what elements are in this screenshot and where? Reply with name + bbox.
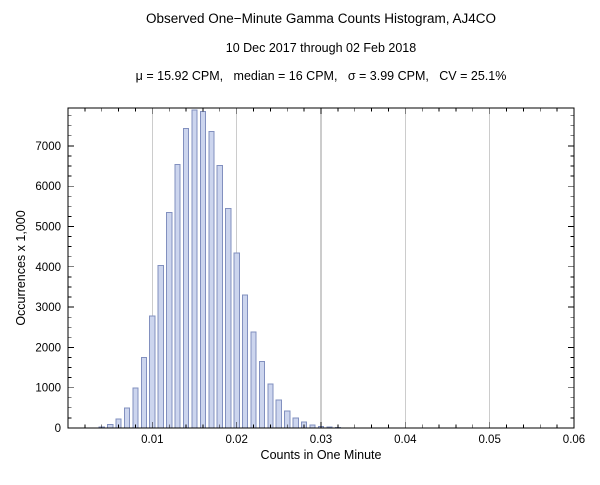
histogram-bar <box>250 331 257 429</box>
histogram-bar <box>208 130 215 429</box>
histogram-bar <box>258 361 266 429</box>
x-tick-label: 0.03 <box>310 434 332 446</box>
y-tick-label: 1000 <box>35 383 61 395</box>
y-axis-label: Occurrences x 1,000 <box>14 210 28 325</box>
chart-stats: μ = 15.92 CPM, median = 16 CPM, σ = 3.99… <box>135 69 507 83</box>
histogram-bar <box>149 315 156 429</box>
y-tick-label: 5000 <box>35 221 61 233</box>
histogram-bar <box>166 212 173 429</box>
histogram-bar <box>233 252 240 429</box>
histogram-bar <box>191 109 198 429</box>
histogram-bar <box>182 127 190 429</box>
histogram-bar <box>216 165 223 429</box>
histogram-bar <box>157 265 164 429</box>
histogram-bar <box>292 417 299 429</box>
x-tick-label: 0.06 <box>563 434 585 446</box>
histogram-bar <box>123 407 131 429</box>
y-tick-label: 0 <box>55 423 61 435</box>
histogram-bar <box>275 399 282 429</box>
histogram-bar <box>140 357 148 429</box>
histogram-bar <box>132 387 139 429</box>
histogram-bar <box>267 383 274 429</box>
y-tick-label: 7000 <box>35 141 61 153</box>
y-tick-label: 6000 <box>35 181 61 193</box>
y-tick-label: 2000 <box>35 342 61 354</box>
histogram-bar <box>241 294 249 429</box>
y-tick-label: 3000 <box>35 302 61 314</box>
y-tick-label: 4000 <box>35 262 61 274</box>
histogram-bar <box>199 110 207 429</box>
chart-subtitle: 10 Dec 2017 through 02 Feb 2018 <box>225 41 417 55</box>
x-tick-label: 0.01 <box>141 434 163 446</box>
chart-title: Observed One−Minute Gamma Counts Histogr… <box>145 11 497 26</box>
x-tick-label: 0.02 <box>225 434 247 446</box>
histogram-bar <box>174 163 181 429</box>
x-axis-label: Counts in One Minute <box>261 448 382 462</box>
plot-area: 0.01 0.02 0.03 0.04 0.05 0.06 0 1000 2000 3000 400… <box>35 107 585 446</box>
x-tick-label: 0.05 <box>478 434 500 446</box>
x-tick-label: 0.04 <box>394 434 417 446</box>
histogram-bar <box>225 207 232 429</box>
